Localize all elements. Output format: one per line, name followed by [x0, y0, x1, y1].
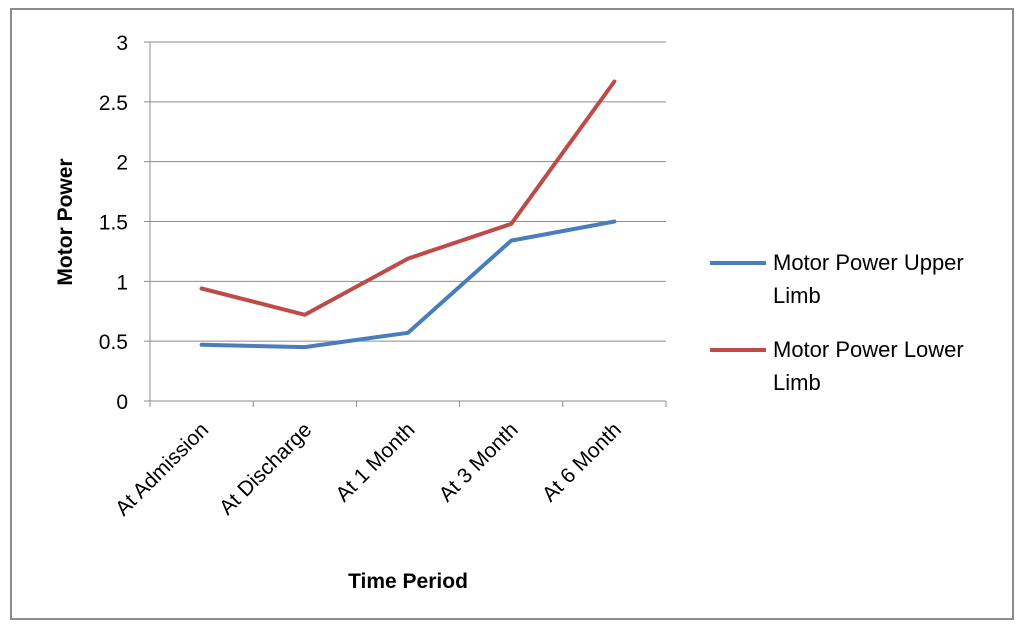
y-tick-label: 1.5: [99, 212, 128, 235]
data-point: [304, 346, 306, 348]
legend-label: Motor Power Lower: [773, 337, 964, 362]
y-tick-label: 0.5: [99, 331, 128, 354]
data-point: [510, 240, 512, 242]
x-tick-label: At Admission: [111, 418, 213, 520]
data-point: [201, 344, 203, 346]
x-tick-label: At 1 Month: [331, 418, 419, 506]
chart-frame: [10, 8, 1014, 620]
y-tick-label: 2.5: [99, 92, 128, 115]
data-point: [407, 332, 409, 334]
data-point: [613, 80, 615, 82]
data-point: [201, 288, 203, 290]
legend-label: Limb: [773, 370, 821, 395]
legend-label: Motor Power Upper: [773, 250, 964, 275]
data-point: [510, 223, 512, 225]
data-point: [304, 314, 306, 316]
gridlines: [150, 41, 666, 402]
y-tick-label: 1: [116, 271, 128, 294]
y-tick-label: 0: [116, 391, 128, 414]
x-tick-label: At 3 Month: [435, 418, 523, 506]
series-lines: [199, 79, 617, 350]
data-point: [407, 258, 409, 260]
data-point: [613, 221, 615, 222]
y-tick-label: 2: [116, 152, 128, 175]
y-tick-label: 3: [116, 32, 128, 55]
legend-label: Limb: [773, 283, 821, 308]
x-axis-title: Time Period: [348, 570, 468, 593]
legend: Motor Power Upper Limb Motor Power Lower Li…: [710, 250, 964, 395]
series-line-0: [199, 219, 617, 350]
x-axis: At Admission At Discharge At 1 Month At 3 M…: [111, 401, 667, 520]
series-line-1: [199, 79, 617, 317]
y-axis: 0 0.5 1 1.5 2 2.5 3: [99, 32, 151, 414]
x-tick-label: At 6 Month: [538, 418, 626, 506]
y-axis-title: Motor Power: [54, 158, 77, 285]
x-tick-label: At Discharge: [215, 418, 316, 519]
